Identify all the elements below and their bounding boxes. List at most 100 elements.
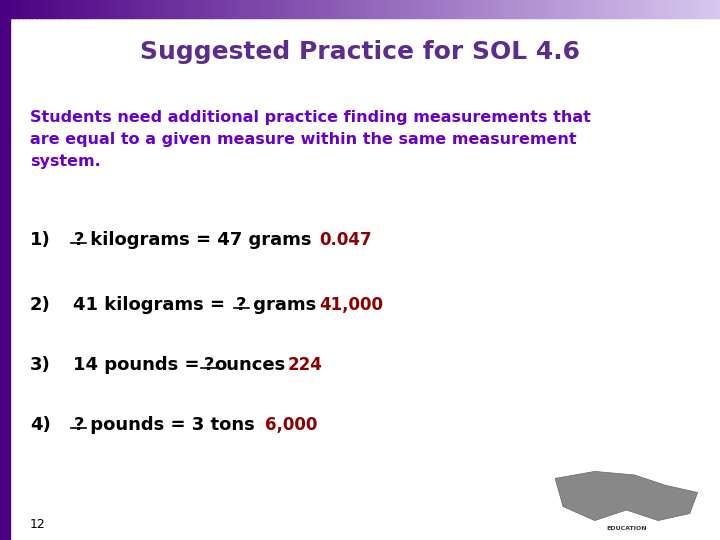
- Bar: [288, 0, 292, 18]
- Text: 224: 224: [287, 356, 322, 374]
- Bar: [76, 0, 80, 18]
- Bar: [432, 0, 436, 18]
- Bar: [504, 0, 508, 18]
- Bar: [259, 0, 264, 18]
- Bar: [194, 0, 199, 18]
- Bar: [274, 0, 278, 18]
- Bar: [371, 0, 375, 18]
- Bar: [450, 0, 454, 18]
- Bar: [54, 0, 58, 18]
- Bar: [367, 0, 372, 18]
- Bar: [659, 0, 663, 18]
- Bar: [695, 0, 699, 18]
- Text: are equal to a given measure within the same measurement: are equal to a given measure within the …: [30, 132, 577, 147]
- Bar: [482, 0, 487, 18]
- Text: 3): 3): [30, 356, 50, 374]
- Bar: [709, 0, 714, 18]
- Bar: [220, 0, 224, 18]
- Bar: [670, 0, 674, 18]
- Bar: [184, 0, 188, 18]
- Bar: [180, 0, 184, 18]
- Bar: [317, 0, 321, 18]
- Bar: [360, 0, 364, 18]
- Bar: [162, 0, 166, 18]
- Bar: [234, 0, 238, 18]
- Bar: [353, 0, 357, 18]
- Bar: [292, 0, 296, 18]
- Text: pounds = 3 tons: pounds = 3 tons: [84, 416, 255, 434]
- Bar: [173, 0, 177, 18]
- Text: EDUCATION: EDUCATION: [606, 526, 647, 531]
- Text: kilograms = 47 grams: kilograms = 47 grams: [84, 231, 312, 249]
- Bar: [61, 0, 66, 18]
- Bar: [713, 0, 717, 18]
- Bar: [241, 0, 246, 18]
- Bar: [385, 0, 390, 18]
- Bar: [616, 0, 620, 18]
- Bar: [558, 0, 562, 18]
- Bar: [324, 0, 328, 18]
- Bar: [623, 0, 627, 18]
- Bar: [666, 0, 670, 18]
- Bar: [335, 0, 339, 18]
- Bar: [176, 0, 181, 18]
- Bar: [65, 0, 69, 18]
- Bar: [7, 0, 12, 18]
- Bar: [716, 0, 720, 18]
- Bar: [119, 0, 123, 18]
- Bar: [598, 0, 602, 18]
- Bar: [698, 0, 703, 18]
- Bar: [540, 0, 544, 18]
- Bar: [43, 0, 48, 18]
- Bar: [349, 0, 354, 18]
- Bar: [436, 0, 440, 18]
- Text: 41,000: 41,000: [320, 296, 384, 314]
- Text: ?: ?: [73, 416, 84, 434]
- Bar: [500, 0, 505, 18]
- Bar: [245, 0, 249, 18]
- Text: Suggested Practice for SOL 4.6: Suggested Practice for SOL 4.6: [140, 40, 580, 64]
- Bar: [11, 0, 15, 18]
- Bar: [461, 0, 465, 18]
- Bar: [677, 0, 681, 18]
- Bar: [544, 0, 548, 18]
- Text: grams: grams: [247, 296, 316, 314]
- Bar: [191, 0, 195, 18]
- Text: system.: system.: [30, 154, 101, 169]
- Bar: [529, 0, 534, 18]
- Bar: [533, 0, 537, 18]
- Bar: [36, 0, 40, 18]
- Bar: [421, 0, 426, 18]
- Bar: [565, 0, 570, 18]
- Bar: [626, 0, 631, 18]
- Bar: [263, 0, 267, 18]
- Bar: [252, 0, 256, 18]
- Bar: [454, 0, 458, 18]
- Bar: [223, 0, 228, 18]
- Bar: [126, 0, 130, 18]
- Bar: [428, 0, 433, 18]
- Bar: [403, 0, 408, 18]
- Bar: [630, 0, 634, 18]
- Bar: [209, 0, 213, 18]
- Bar: [468, 0, 472, 18]
- Bar: [418, 0, 422, 18]
- Bar: [590, 0, 595, 18]
- Bar: [619, 0, 624, 18]
- Bar: [266, 0, 271, 18]
- Bar: [320, 0, 325, 18]
- Bar: [277, 0, 282, 18]
- Bar: [14, 0, 19, 18]
- Bar: [612, 0, 616, 18]
- Bar: [439, 0, 444, 18]
- Bar: [270, 0, 274, 18]
- Text: 14 pounds =: 14 pounds =: [73, 356, 206, 374]
- Text: 0.047: 0.047: [320, 231, 372, 249]
- Bar: [187, 0, 192, 18]
- Bar: [205, 0, 210, 18]
- Bar: [446, 0, 451, 18]
- Bar: [58, 0, 62, 18]
- Bar: [374, 0, 379, 18]
- Bar: [302, 0, 307, 18]
- Bar: [443, 0, 447, 18]
